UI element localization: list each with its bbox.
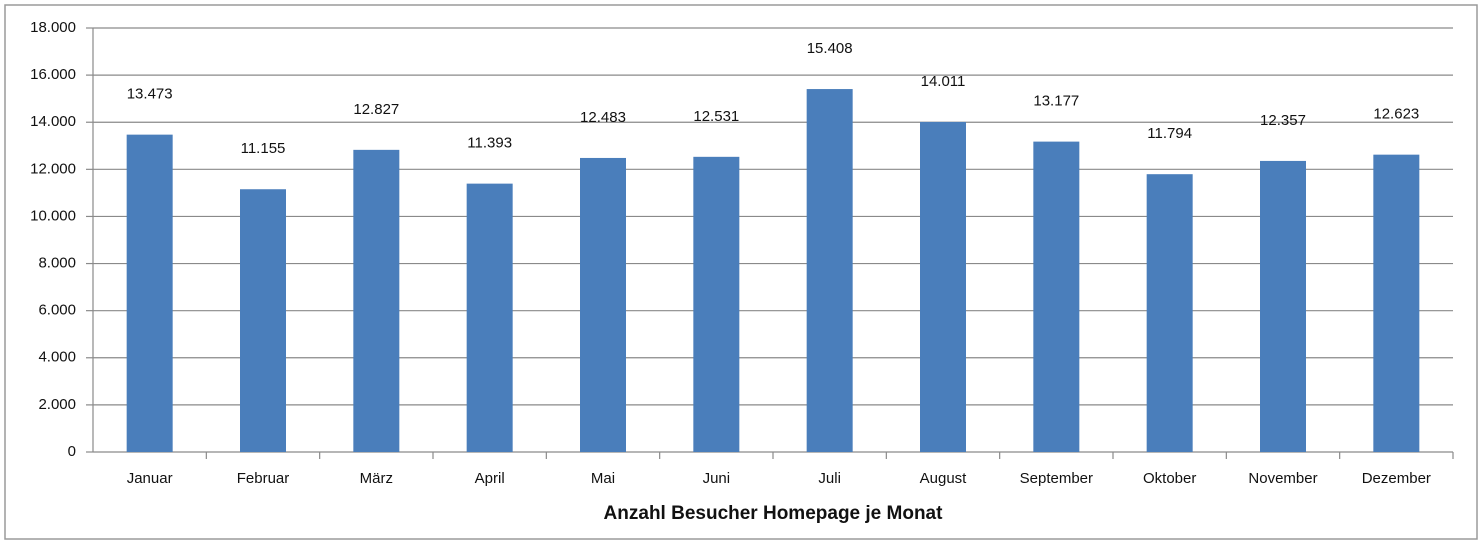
chart-frame	[4, 4, 1478, 540]
x-tick-label: April	[475, 470, 505, 487]
value-label: 12.531	[693, 108, 739, 125]
y-tick-label: 8.000	[38, 255, 76, 272]
y-tick-label: 12.000	[30, 160, 76, 177]
bar	[920, 121, 966, 453]
bar	[353, 149, 400, 452]
x-tick-label: Februar	[237, 470, 290, 487]
bar	[240, 189, 286, 452]
y-tick-label: 4.000	[38, 349, 76, 366]
x-tick-label: Dezember	[1362, 470, 1431, 487]
bar	[580, 157, 626, 452]
y-tick-label: 18.000	[30, 19, 76, 36]
y-tick-label: 6.000	[38, 302, 76, 319]
x-tick-label: Mai	[591, 470, 615, 487]
bar	[466, 183, 513, 452]
x-tick-label: Januar	[127, 470, 173, 487]
x-tick-label: März	[360, 470, 393, 487]
x-tick-label: Juli	[818, 470, 841, 487]
value-label: 11.393	[467, 135, 512, 152]
y-tick-label: 10.000	[30, 207, 76, 224]
y-tick-label: 14.000	[30, 113, 76, 130]
bar	[806, 89, 853, 452]
bar	[1033, 141, 1080, 452]
value-label: 12.483	[580, 109, 626, 126]
bar	[693, 156, 740, 453]
value-label: 14.011	[921, 73, 966, 90]
bar	[1260, 160, 1306, 452]
value-label: 11.155	[241, 140, 286, 157]
bar	[1146, 174, 1193, 452]
value-label: 13.177	[1033, 93, 1079, 110]
x-axis-title: Anzahl Besucher Homepage je Monat	[604, 503, 944, 524]
x-tick-label: Oktober	[1143, 470, 1196, 487]
x-tick-label: Juni	[703, 470, 731, 487]
x-tick-label: September	[1020, 470, 1093, 487]
x-tick-label: November	[1248, 470, 1317, 487]
value-label: 13.473	[127, 86, 173, 103]
y-tick-label: 16.000	[30, 66, 76, 83]
y-tick-label: 2.000	[38, 396, 76, 413]
value-label: 15.408	[807, 40, 853, 57]
value-label: 12.827	[353, 101, 399, 118]
bar	[1373, 154, 1420, 453]
bar	[126, 134, 173, 453]
x-tick-label: August	[920, 470, 968, 487]
value-label: 11.794	[1147, 125, 1192, 142]
value-label: 12.357	[1260, 112, 1306, 129]
value-label: 12.623	[1373, 106, 1419, 123]
y-tick-label: 0	[68, 443, 76, 460]
